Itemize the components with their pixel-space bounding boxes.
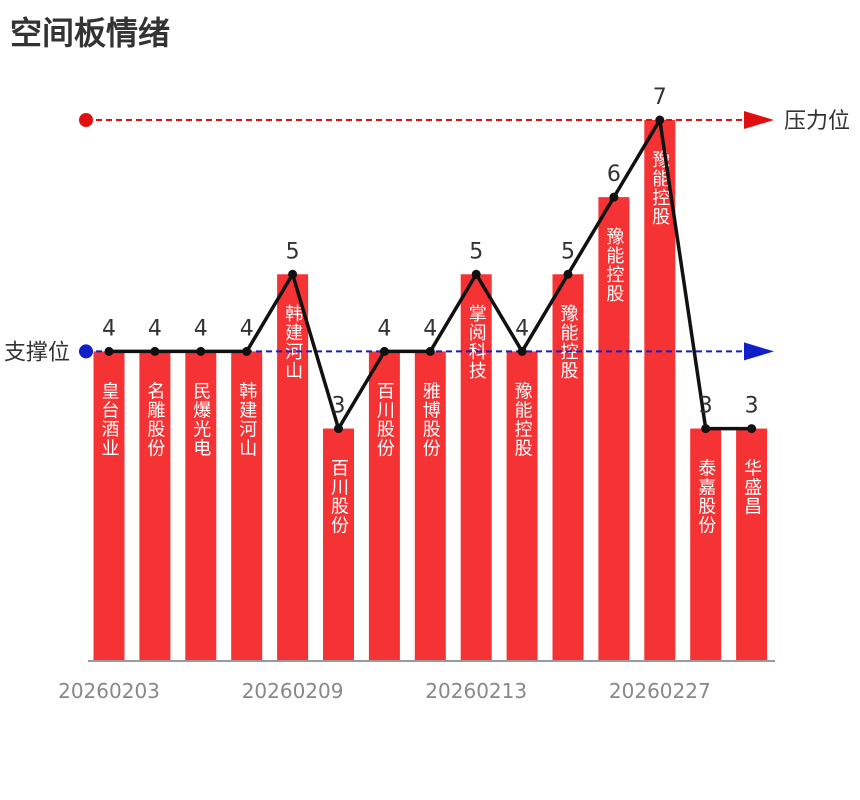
bar-category-label: 掌阅科技 (466, 304, 487, 380)
bar (690, 428, 722, 660)
data-label: 4 (194, 316, 208, 341)
bar (93, 351, 125, 660)
bar (323, 428, 354, 660)
reference-line-arrow (744, 342, 774, 361)
bar-category-label: 名雕股份 (144, 381, 165, 457)
line-point (334, 424, 343, 434)
x-tick-label: 20260227 (609, 679, 711, 703)
data-label: 4 (377, 316, 391, 341)
line-point (655, 115, 665, 125)
chart-title: 空间板情绪 (10, 14, 171, 52)
x-tick-label: 20260213 (425, 679, 527, 703)
bar-category-label: 豫能控股 (603, 227, 624, 303)
bar (368, 351, 400, 660)
bar (185, 351, 217, 660)
bar (139, 351, 171, 660)
data-label: 4 (102, 316, 116, 341)
bar (460, 274, 492, 660)
reference-line-start-dot (79, 113, 93, 127)
data-label: 4 (240, 316, 254, 341)
line-point (425, 346, 435, 356)
data-label: 3 (699, 394, 713, 419)
bar-category-label: 豫能控股 (512, 381, 533, 457)
line-point (288, 269, 298, 279)
bar (598, 197, 630, 660)
bar-category-label: 豫能控股 (649, 150, 670, 226)
reference-line-start-dot (79, 344, 93, 359)
data-label: 5 (561, 239, 575, 264)
reference-line-arrow (744, 111, 774, 129)
bar-category-label: 韩建河山 (236, 381, 257, 457)
bar-category-label: 韩建河山 (282, 304, 303, 380)
bar-category-label: 百川股份 (374, 381, 395, 457)
line-point (196, 346, 206, 356)
x-tick-label: 20260209 (242, 679, 344, 703)
data-label: 6 (607, 162, 621, 187)
line-point (242, 346, 252, 356)
bar (736, 428, 768, 660)
bar (231, 351, 263, 660)
bar-category-label: 皇台酒业 (99, 381, 120, 457)
data-label: 5 (286, 239, 300, 264)
line-point (104, 346, 114, 356)
data-label: 7 (653, 85, 667, 110)
data-label: 4 (515, 316, 529, 341)
data-label: 4 (423, 316, 437, 341)
bar (414, 351, 446, 660)
line-point (747, 424, 757, 434)
line-point (150, 346, 160, 356)
bar-category-label: 华盛昌 (741, 458, 762, 515)
bar-category-label: 民爆光电 (190, 381, 211, 457)
x-tick-label: 20260203 (58, 679, 160, 703)
data-label: 3 (332, 394, 346, 419)
bar (506, 351, 538, 660)
bar-category-label: 雅博股份 (420, 381, 441, 457)
data-label: 5 (469, 239, 483, 264)
line-point (517, 346, 527, 356)
reference-line-label: 压力位 (784, 109, 850, 134)
line-point (701, 424, 711, 434)
bar-category-label: 百川股份 (328, 459, 349, 535)
data-label: 4 (148, 316, 162, 341)
bar-category-label: 泰嘉股份 (695, 458, 716, 534)
bar (277, 274, 309, 660)
bar (552, 274, 584, 660)
line-point (609, 192, 619, 202)
line-point (563, 269, 573, 279)
bar (644, 120, 676, 660)
data-label: 3 (745, 394, 759, 419)
reference-line-label: 支撑位 (4, 340, 70, 365)
bar-category-label: 豫能控股 (558, 304, 579, 380)
line-point (471, 269, 481, 279)
line-point (379, 346, 389, 356)
